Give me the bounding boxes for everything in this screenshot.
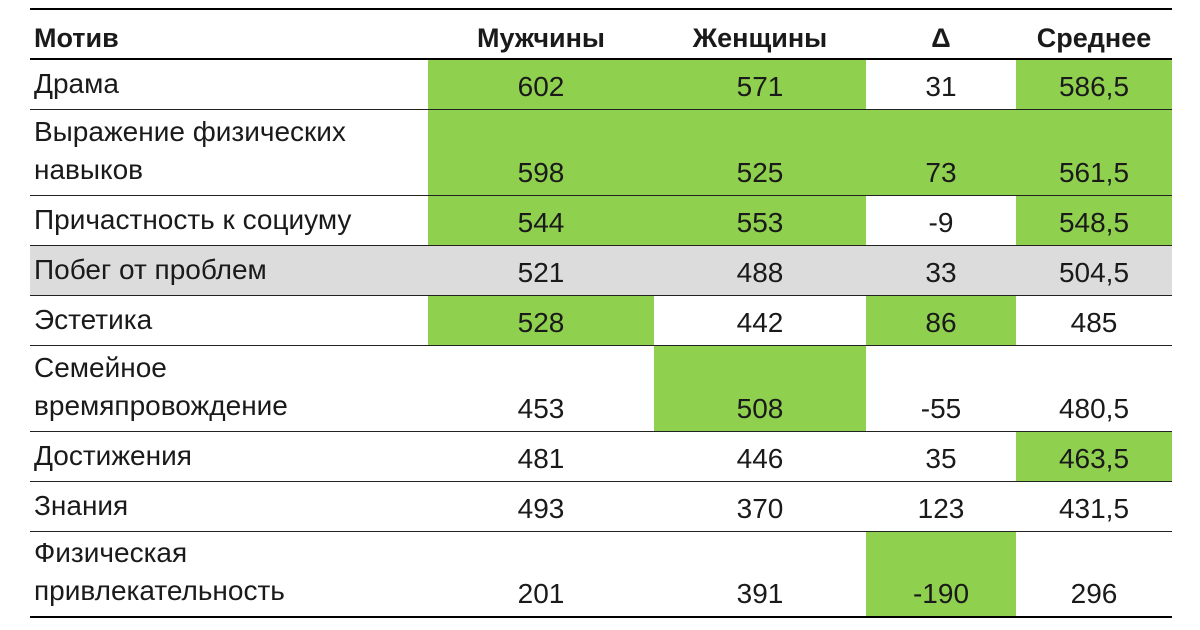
- motive-cell: Семейное времяпровождение: [30, 345, 428, 432]
- avg-cell: 480,5: [1016, 345, 1172, 432]
- avg-cell: 548,5: [1016, 195, 1172, 246]
- motive-cell: Достижения: [30, 431, 428, 482]
- table-row: Драма 602 571 31 586,5: [30, 59, 1172, 110]
- women-cell: 391: [654, 531, 866, 618]
- avg-cell: 485: [1016, 295, 1172, 346]
- motive-line-2: навыков: [34, 153, 144, 185]
- delta-cell: -9: [866, 195, 1016, 246]
- motive-cell: Побег от проблем: [30, 245, 428, 296]
- motive-line-1: Побег от проблем: [34, 253, 267, 285]
- motive-line-2: времяпровождение: [34, 389, 288, 421]
- women-cell: 508: [654, 345, 866, 432]
- header-delta: Δ: [866, 8, 1016, 60]
- delta-cell: 35: [866, 431, 1016, 482]
- motive-line-2: привлекательность: [34, 575, 285, 606]
- table-row: Выражение физических навыков 598 525 73 561,5: [30, 109, 1172, 196]
- delta-cell: 31: [866, 59, 1016, 110]
- women-cell: 553: [654, 195, 866, 246]
- women-cell: 571: [654, 59, 866, 110]
- motive-line-1: Драма: [34, 67, 119, 99]
- avg-cell: 296: [1016, 531, 1172, 618]
- avg-cell: 586,5: [1016, 59, 1172, 110]
- table-row: Знания 493 370 123 431,5: [30, 481, 1172, 532]
- motive-line-1: Причастность к социуму: [34, 203, 352, 235]
- table-row: Побег от проблем 521 488 33 504,5: [30, 245, 1172, 296]
- table-row: Физическая привлекательность 201 391 -190 296: [30, 531, 1172, 618]
- table-row: Семейное времяпровождение 453 508 -55 480,5: [30, 345, 1172, 432]
- table-row: Причастность к социуму 544 553 -9 548,5: [30, 195, 1172, 246]
- motive-line-1: Выражение физических: [34, 115, 346, 147]
- men-cell: 481: [428, 431, 654, 482]
- motive-cell: Физическая привлекательность: [30, 531, 428, 618]
- table-header-row: Мотив Мужчины Женщины Δ Среднее: [30, 8, 1172, 60]
- motive-line-1: Знания: [34, 489, 129, 521]
- table-row: Эстетика 528 442 86 485: [30, 295, 1172, 346]
- women-cell: 525: [654, 109, 866, 196]
- header-men: Мужчины: [428, 8, 654, 60]
- delta-cell: 73: [866, 109, 1016, 196]
- men-cell: 528: [428, 295, 654, 346]
- motives-table: Мотив Мужчины Женщины Δ Среднее Драма 602…: [30, 8, 1172, 618]
- women-cell: 446: [654, 431, 866, 482]
- motive-cell: Причастность к социуму: [30, 195, 428, 246]
- women-cell: 370: [654, 481, 866, 532]
- men-cell: 598: [428, 109, 654, 196]
- men-cell: 602: [428, 59, 654, 110]
- motive-cell: Эстетика: [30, 295, 428, 346]
- motive-cell: Драма: [30, 59, 428, 110]
- table-row: Достижения 481 446 35 463,5: [30, 431, 1172, 482]
- delta-cell: 33: [866, 245, 1016, 296]
- header-avg: Среднее: [1016, 8, 1172, 60]
- avg-cell: 431,5: [1016, 481, 1172, 532]
- delta-cell: 123: [866, 481, 1016, 532]
- motive-line-1: Физическая: [34, 537, 188, 568]
- motive-cell: Выражение физических навыков: [30, 109, 428, 196]
- women-cell: 488: [654, 245, 866, 296]
- men-cell: 453: [428, 345, 654, 432]
- motive-line-1: Достижения: [34, 439, 192, 471]
- delta-cell: -55: [866, 345, 1016, 432]
- men-cell: 521: [428, 245, 654, 296]
- avg-cell: 561,5: [1016, 109, 1172, 196]
- table-body: Драма 602 571 31 586,5 Выражение физических на…: [30, 59, 1172, 618]
- men-cell: 544: [428, 195, 654, 246]
- avg-cell: 504,5: [1016, 245, 1172, 296]
- delta-cell: 86: [866, 295, 1016, 346]
- men-cell: 201: [428, 531, 654, 618]
- women-cell: 442: [654, 295, 866, 346]
- header-women: Женщины: [654, 8, 866, 60]
- motive-line-1: Семейное: [34, 351, 167, 383]
- motive-line-1: Эстетика: [34, 303, 153, 335]
- avg-cell: 463,5: [1016, 431, 1172, 482]
- header-motive: Мотив: [30, 8, 428, 60]
- men-cell: 493: [428, 481, 654, 532]
- delta-cell: -190: [866, 531, 1016, 618]
- motive-cell: Знания: [30, 481, 428, 532]
